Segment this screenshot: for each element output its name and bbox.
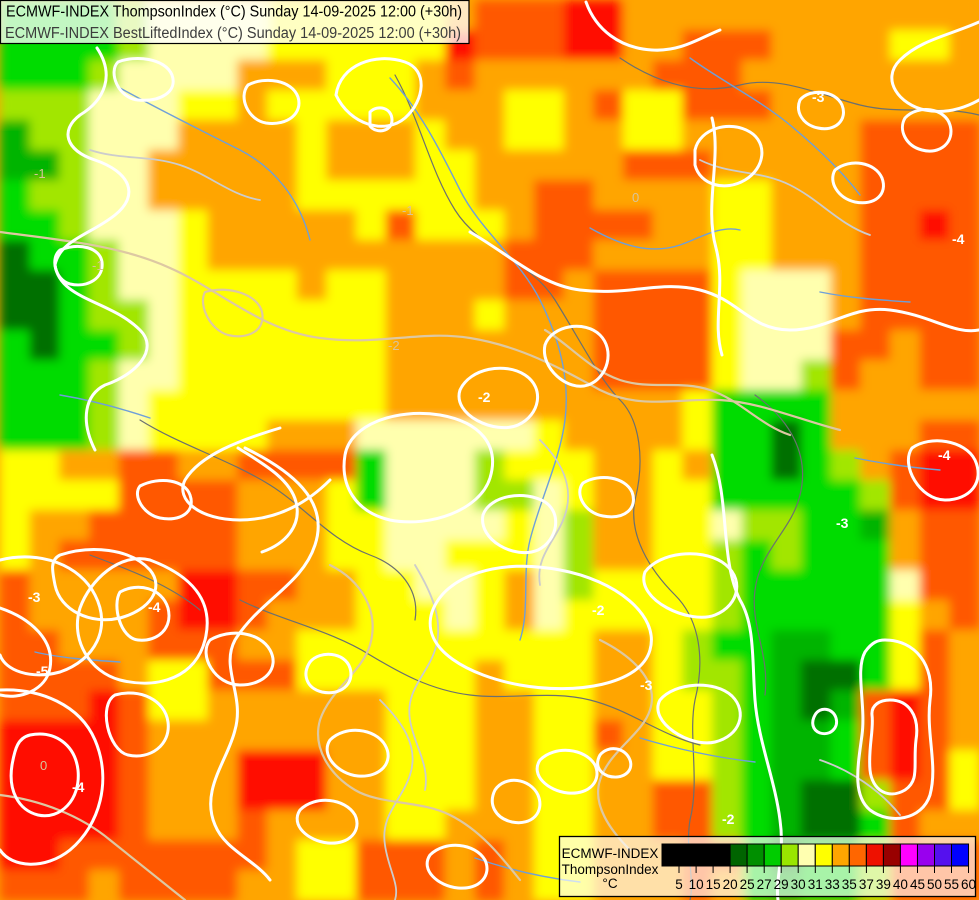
svg-text:°C: °C <box>602 876 617 891</box>
svg-text:-4: -4 <box>938 447 951 463</box>
svg-text:-3: -3 <box>836 515 849 531</box>
svg-text:15: 15 <box>706 877 721 892</box>
svg-text:50: 50 <box>927 877 942 892</box>
svg-text:-2: -2 <box>722 811 735 827</box>
svg-text:ECMWF-INDEX BestLiftedIndex (°: ECMWF-INDEX BestLiftedIndex (°C) Sunday … <box>5 25 461 42</box>
svg-text:-3: -3 <box>812 89 825 105</box>
svg-text:ThompsonIndex: ThompsonIndex <box>562 862 659 877</box>
svg-text:29: 29 <box>774 877 789 892</box>
svg-text:20: 20 <box>723 877 738 892</box>
svg-text:-1: -1 <box>92 258 104 273</box>
svg-text:-4: -4 <box>148 599 161 615</box>
svg-text:30: 30 <box>791 877 806 892</box>
svg-text:-3: -3 <box>28 589 41 605</box>
svg-text:45: 45 <box>910 877 925 892</box>
svg-text:27: 27 <box>757 877 772 892</box>
svg-text:31: 31 <box>808 877 823 892</box>
svg-text:39: 39 <box>876 877 891 892</box>
svg-text:0: 0 <box>632 190 639 205</box>
svg-text:-2: -2 <box>592 602 605 618</box>
svg-text:33: 33 <box>825 877 840 892</box>
svg-text:60: 60 <box>961 877 976 892</box>
svg-text:40: 40 <box>893 877 908 892</box>
svg-text:5: 5 <box>675 877 683 892</box>
svg-text:37: 37 <box>859 877 874 892</box>
svg-text:35: 35 <box>842 877 857 892</box>
svg-text:0: 0 <box>40 758 47 773</box>
svg-text:-4: -4 <box>952 231 965 247</box>
svg-text:-3: -3 <box>640 677 653 693</box>
svg-text:10: 10 <box>689 877 704 892</box>
svg-text:ECMWF-INDEX: ECMWF-INDEX <box>562 846 659 861</box>
svg-text:-5: -5 <box>36 663 49 679</box>
svg-text:-1: -1 <box>402 203 414 218</box>
svg-text:-4: -4 <box>72 779 85 795</box>
svg-text:ECMWF-INDEX ThompsonIndex (°C): ECMWF-INDEX ThompsonIndex (°C) Sunday 14… <box>6 4 462 21</box>
svg-text:-2: -2 <box>478 389 491 405</box>
svg-text:-2: -2 <box>388 338 400 353</box>
svg-text:-1: -1 <box>34 166 46 181</box>
svg-text:25: 25 <box>740 877 755 892</box>
svg-text:55: 55 <box>944 877 959 892</box>
